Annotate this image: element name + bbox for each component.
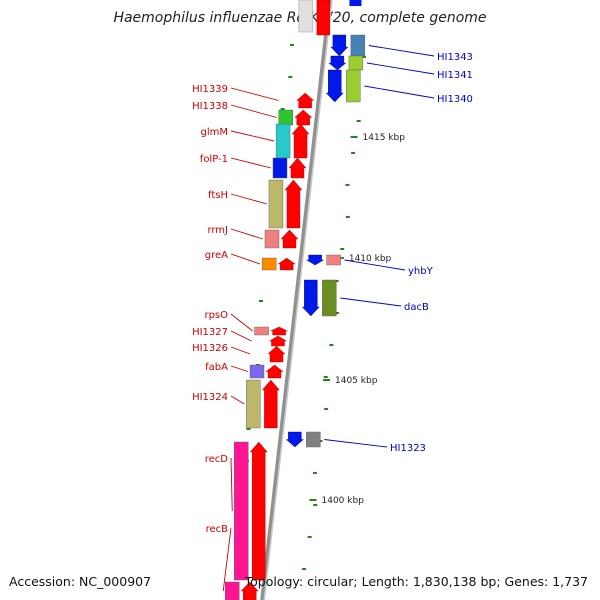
gene-rrmj-arrow	[280, 229, 299, 249]
partial-gene-box	[298, 0, 314, 33]
gene-label-folp-1: folP-1	[200, 154, 228, 165]
gene-folp-1-arrow	[288, 157, 307, 179]
gene-label-hi1324: HI1324	[192, 392, 228, 403]
gene-label-hi1340: HI1340	[437, 94, 473, 105]
leader-line	[366, 62, 435, 75]
gene-label-hi1323: HI1323	[390, 443, 426, 454]
gene-hi1338-arrow	[294, 109, 313, 126]
leader-line	[230, 228, 264, 240]
leader-line	[230, 330, 252, 342]
gene-faba-box	[249, 364, 265, 379]
leader-line	[230, 253, 261, 265]
gene-hi1340-box	[346, 69, 361, 103]
leader-line	[230, 346, 251, 355]
gene-label-glmm: glmM	[201, 127, 229, 138]
gene-hi1341-arrow	[328, 55, 347, 71]
gene-label-hi1327: HI1327	[192, 327, 228, 338]
gene-ftsh-arrow	[284, 179, 303, 229]
leader-line	[222, 527, 232, 592]
leader-line	[368, 45, 435, 57]
gene-hi1341-box	[348, 55, 364, 71]
partial-gene-arrow	[316, 0, 331, 36]
gene-hi1343-box	[350, 34, 366, 57]
gene-recd-arrow	[249, 441, 268, 581]
backbone-line	[260, 0, 332, 600]
gene-dacb-box	[322, 279, 337, 317]
gene-label-hi1343: HI1343	[437, 52, 473, 63]
scale-label: 1405 kbp	[335, 376, 378, 386]
gene-label-hi1341: HI1341	[437, 70, 473, 81]
gene-rpso-arrow	[270, 326, 288, 336]
backbone-highlight	[263, 0, 333, 600]
gene-hi1323-box	[306, 431, 321, 448]
leader-line	[230, 395, 245, 405]
gene-recb-arrow	[240, 581, 259, 600]
gene-grea-arrow	[277, 257, 296, 271]
gene-hi1339-arrow	[296, 92, 315, 109]
leader-line	[324, 439, 388, 448]
scale-label: 1415 kbp	[363, 133, 406, 143]
gene-hi1324-box	[246, 379, 261, 429]
gene-label-rpso: rpsO	[204, 310, 228, 321]
leader-line	[230, 157, 272, 169]
gene-label-faba: fabA	[205, 362, 228, 373]
gene-hi1343-arrow	[330, 34, 349, 57]
gene-label-rrmj: rrmJ	[207, 225, 228, 236]
gene-faba-arrow	[265, 364, 284, 379]
leader-line	[230, 313, 253, 332]
gene-grea-box	[261, 257, 277, 271]
gene-label-recb: recB	[206, 524, 229, 535]
gene-label-hi1326: HI1326	[192, 343, 228, 354]
gene-yhby-arrow	[305, 254, 325, 266]
gene-label-yhby: yhbY	[408, 266, 434, 277]
gene-rrmj-box	[264, 229, 280, 249]
leader-line	[364, 85, 435, 99]
gene-hi1323-arrow	[285, 431, 304, 448]
gene-label-hi1339: HI1339	[192, 84, 228, 95]
gene-label-recd: recD	[205, 454, 229, 465]
scale-label: 1400 kbp	[322, 496, 365, 506]
gene-recb-box	[225, 581, 240, 600]
leader-line	[230, 87, 279, 101]
gene-ftsh-box	[268, 179, 284, 229]
gene-folp-1-box	[272, 157, 288, 179]
gene-label-grea: greA	[205, 250, 228, 261]
gene-hi1338-box	[278, 109, 293, 126]
leader-line	[340, 297, 402, 307]
leader-line	[230, 457, 233, 512]
scale-label: 1410 kbp	[349, 254, 392, 264]
gene-hi1327-arrow	[268, 335, 288, 347]
gene-label-hi1338: HI1338	[192, 101, 228, 112]
gene-label-dacb: dacB	[404, 302, 429, 313]
gene-glmm-arrow	[291, 123, 310, 159]
gene-yhby-box	[326, 254, 341, 266]
gene-rpso-box	[254, 326, 269, 336]
gene-hi1340-arrow	[325, 69, 344, 103]
partial-gene-arrow	[349, 0, 362, 6]
gene-label-ftsh: ftsH	[208, 190, 228, 201]
leader-line	[344, 259, 406, 271]
gene-dacb-arrow	[301, 279, 320, 317]
leader-line	[230, 130, 275, 142]
genome-summary: Topology: circular; Length: 1,830,138 bp…	[244, 574, 588, 589]
gene-hi1324-arrow	[261, 379, 280, 429]
gene-glmm-box	[275, 123, 291, 159]
leader-line	[230, 193, 268, 205]
gene-recd-box	[234, 441, 249, 581]
accession-text: Accession: NC_000907	[9, 574, 152, 589]
leader-line	[230, 104, 277, 118]
gene-hi1326-arrow	[267, 345, 286, 363]
leader-line	[230, 365, 249, 372]
